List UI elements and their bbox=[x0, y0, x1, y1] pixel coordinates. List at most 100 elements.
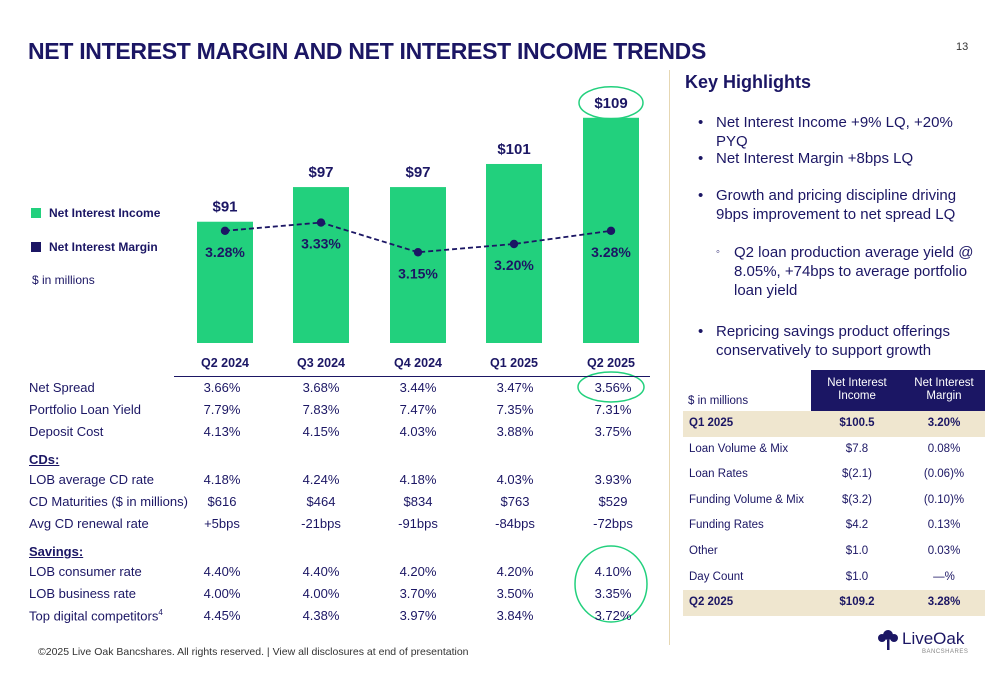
nim-point bbox=[413, 248, 423, 257]
metric-value: 4.20% bbox=[399, 564, 437, 579]
company-logo: LiveOak BANCSHARES bbox=[876, 626, 986, 660]
metric-value: -21bps bbox=[301, 516, 341, 531]
attribution-label: Q2 2025 bbox=[689, 596, 734, 609]
metric-label: Net Spread bbox=[29, 380, 95, 395]
metric-label: LOB average CD rate bbox=[29, 472, 154, 487]
metric-value: 4.13% bbox=[203, 424, 241, 439]
logo-sub: BANCSHARES bbox=[922, 649, 969, 655]
metric-value: -72bps bbox=[593, 516, 633, 531]
nim-point-label: 3.20% bbox=[494, 257, 534, 273]
legend-swatch-nim bbox=[31, 242, 41, 252]
metric-value: $529 bbox=[598, 494, 628, 509]
metric-value: 7.83% bbox=[302, 402, 340, 417]
metric-label: Avg CD renewal rate bbox=[29, 516, 149, 531]
footnote-marker: 4 bbox=[158, 608, 163, 617]
attribution-nii: $1.0 bbox=[845, 545, 869, 557]
metric-value: 4.40% bbox=[203, 564, 241, 579]
section-heading: CDs: bbox=[29, 452, 60, 467]
metric-value: $616 bbox=[207, 494, 237, 509]
nii-bar-label: $97 bbox=[308, 164, 333, 181]
metric-row: Portfolio Loan Yield 7.79% 7.83% 7.47% 7.35%… bbox=[26, 400, 666, 420]
nii-bar-label: $91 bbox=[212, 199, 237, 216]
metric-value: $763 bbox=[500, 494, 530, 509]
nim-point bbox=[509, 239, 519, 249]
attribution-row: Loan Rates $(2.1) (0.06)% bbox=[683, 462, 985, 488]
metric-value: 7.79% bbox=[203, 402, 241, 417]
attribution-nii: $100.5 bbox=[839, 417, 875, 429]
nii-bar bbox=[293, 187, 349, 343]
metric-value: 3.88% bbox=[496, 424, 534, 439]
metric-value: 3.50% bbox=[496, 586, 534, 601]
attribution-row: Day Count $1.0 —% bbox=[683, 565, 985, 591]
x-tick-label: Q2 2024 bbox=[201, 356, 249, 370]
attribution-label: Loan Rates bbox=[689, 468, 748, 481]
metric-row: Top digital competitors4 4.45% 4.38% 3.97% 3… bbox=[26, 606, 666, 626]
metric-value: 3.70% bbox=[399, 586, 437, 601]
logo-name: LiveOak bbox=[902, 629, 965, 648]
attribution-nim: (0.10)% bbox=[923, 493, 965, 506]
nim-point-label: 3.28% bbox=[591, 244, 631, 260]
highlight-sub-text: Q2 loan production average yield @ 8.05%… bbox=[734, 244, 974, 299]
legend-nim: Net Interest Margin bbox=[31, 240, 158, 254]
attribution-nim: 0.13% bbox=[927, 519, 961, 532]
x-tick-label: Q1 2025 bbox=[490, 356, 538, 370]
metric-label-text: LOB consumer rate bbox=[29, 564, 142, 579]
nim-point-label: 3.33% bbox=[301, 236, 341, 252]
legend-label-nii: Net Interest Income bbox=[49, 206, 161, 220]
bullet-dot: • bbox=[698, 150, 704, 167]
metric-label: Top digital competitors4 bbox=[29, 608, 163, 623]
highlight-bullet: • Net Interest Income +9% LQ, +20% PYQ bbox=[698, 113, 986, 151]
header-nim: Net Interest Margin bbox=[903, 370, 985, 411]
x-tick-label: Q3 2024 bbox=[297, 356, 345, 370]
oak-tree-icon bbox=[878, 630, 898, 650]
attribution-nii: $7.8 bbox=[845, 442, 869, 455]
metric-label-text: Net Spread bbox=[29, 380, 95, 395]
metric-row: Avg CD renewal rate +5bps -21bps -91bps -84b… bbox=[26, 514, 666, 534]
metric-label: Portfolio Loan Yield bbox=[29, 402, 141, 417]
bullet-dot: • bbox=[698, 323, 704, 340]
metric-value: 3.72% bbox=[594, 608, 632, 623]
attribution-nim: 0.08% bbox=[927, 442, 961, 455]
vertical-divider bbox=[669, 70, 670, 645]
nii-bar bbox=[390, 187, 446, 343]
header-nii: Net Interest Income bbox=[811, 370, 903, 411]
attribution-nim: —% bbox=[933, 570, 955, 583]
metric-value: 4.38% bbox=[302, 608, 340, 623]
attribution-row: Q1 2025 $100.5 3.20% bbox=[683, 411, 985, 437]
metric-value: 4.03% bbox=[399, 424, 437, 439]
attribution-nim: 3.28% bbox=[927, 596, 961, 609]
metric-label: Deposit Cost bbox=[29, 424, 103, 439]
attribution-nii: $(3.2) bbox=[841, 493, 873, 506]
metric-value: 3.93% bbox=[594, 472, 632, 487]
legend-label-nim: Net Interest Margin bbox=[49, 240, 158, 254]
metric-label: LOB consumer rate bbox=[29, 564, 142, 579]
metric-value: 3.47% bbox=[496, 380, 534, 395]
metric-value: 3.97% bbox=[399, 608, 437, 623]
metric-label-text: Top digital competitors bbox=[29, 608, 159, 624]
highlight-text: Growth and pricing discipline driving 9b… bbox=[716, 187, 957, 223]
attribution-label: Other bbox=[689, 545, 718, 557]
attribution-row: Funding Volume & Mix $(3.2) (0.10)% bbox=[683, 488, 985, 514]
nim-point bbox=[606, 226, 616, 235]
section-heading: Savings: bbox=[29, 544, 84, 559]
metric-value: 3.56% bbox=[594, 380, 632, 395]
attribution-nii: $(2.1) bbox=[841, 468, 873, 481]
metric-value: 4.10% bbox=[594, 564, 632, 579]
metric-value: 3.66% bbox=[203, 380, 241, 395]
highlight-bullet: • Growth and pricing discipline driving … bbox=[698, 186, 988, 224]
attribution-nim: 0.03% bbox=[927, 545, 961, 557]
attribution-label: Funding Volume & Mix bbox=[689, 493, 805, 506]
nii-bar bbox=[486, 163, 542, 343]
page-number: 13 bbox=[956, 41, 969, 53]
highlight-ellipse bbox=[578, 86, 644, 120]
attribution-nim: 3.20% bbox=[927, 417, 961, 429]
metric-label-text: Avg CD renewal rate bbox=[29, 516, 149, 531]
metric-value: 3.44% bbox=[399, 380, 437, 395]
attribution-row: Q2 2025 $109.2 3.28% bbox=[683, 590, 985, 617]
metric-value: $834 bbox=[403, 494, 433, 509]
legend-swatch-nii bbox=[31, 208, 41, 218]
attribution-nii: $1.0 bbox=[845, 570, 869, 583]
bullet-dot: • bbox=[698, 187, 704, 204]
metric-label: LOB business rate bbox=[29, 586, 136, 601]
attribution-nim: (0.06)% bbox=[923, 468, 965, 481]
